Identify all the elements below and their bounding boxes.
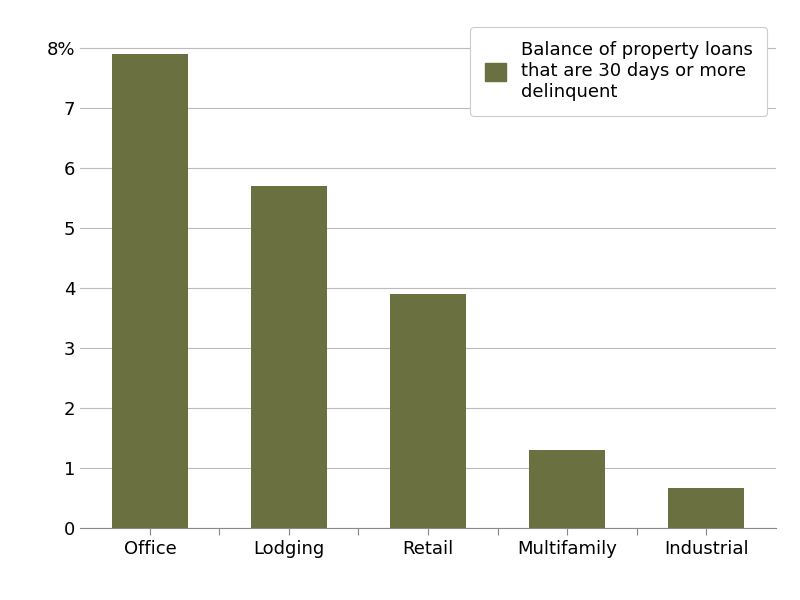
Bar [529, 450, 606, 528]
Bar [390, 294, 466, 528]
Legend: Balance of property loans
that are 30 days or more
delinquent: Balance of property loans that are 30 da… [470, 27, 767, 116]
Bar [112, 54, 188, 528]
Bar [250, 186, 327, 528]
Bar [668, 488, 744, 528]
